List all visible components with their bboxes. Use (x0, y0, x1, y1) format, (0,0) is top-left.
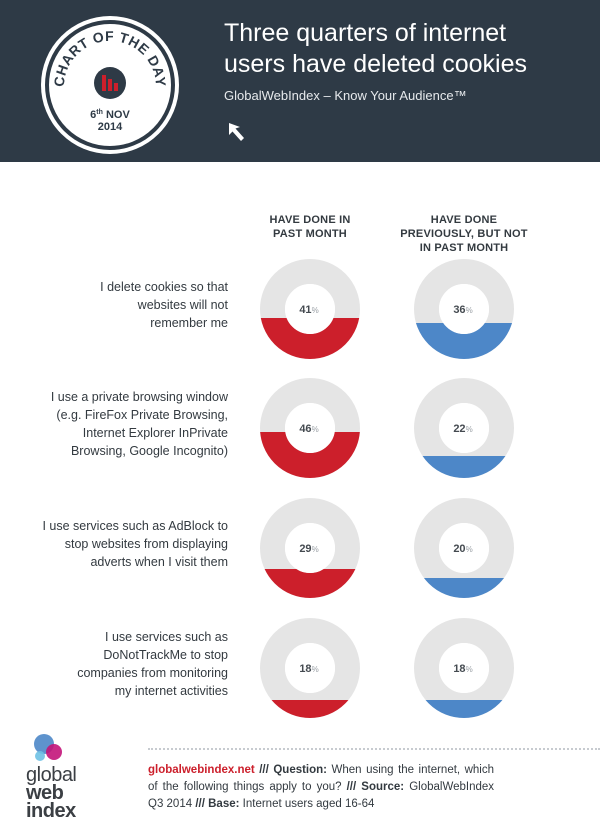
row-label-3: I use services such as AdBlock to stop we… (42, 519, 228, 569)
bar-chart-icon (102, 75, 118, 91)
column-header-1: HAVE DONE IN PAST MONTH (269, 214, 351, 240)
chart-of-the-day-badge: CHART OF THE DAY 6th NOV 2014 (41, 16, 179, 154)
donut-fill (422, 456, 506, 478)
donut-fill (425, 700, 503, 718)
badge-year: 2014 (98, 121, 123, 133)
cursor-arrow-icon (229, 123, 244, 141)
donut-row4-col1: 18% (260, 618, 360, 718)
donut-row1-col1: 41% (260, 259, 360, 359)
row-label-2: I use a private browsing window (e.g. Fir… (50, 390, 228, 458)
donut-fill (271, 700, 349, 718)
donut-fill (260, 432, 360, 478)
logo-word-2: web (26, 782, 64, 804)
donut-row2-col1: 46% (260, 378, 360, 478)
donut-value-label: 36% (453, 304, 472, 316)
donut-value-label: 18% (299, 663, 318, 675)
svg-text:6th NOV: 6th NOV (90, 109, 130, 121)
donut-fill (264, 569, 356, 598)
globalwebindex-logo (34, 734, 62, 761)
header-banner: CHART OF THE DAY 6th NOV 2014 Three quar… (0, 0, 600, 162)
donut-row3-col1: 29% (260, 498, 360, 598)
page-subtitle: GlobalWebIndex – Know Your Audience™ (224, 88, 467, 103)
footer-link[interactable]: globalwebindex.net (148, 764, 255, 776)
logo-word-1: global (26, 764, 77, 786)
row-label-1: I delete cookies so that websites will no… (100, 280, 228, 330)
footer-source: GlobalWebIndex Q3 2014 (148, 781, 495, 810)
donut-fill (416, 323, 512, 359)
donut-value-label: 22% (453, 423, 472, 435)
donut-fill (260, 318, 360, 359)
donut-value-label: 18% (453, 663, 472, 675)
donut-value-label: 41% (299, 304, 318, 316)
donut-row3-col2: 20% (414, 498, 514, 598)
footer-base: Internet users aged 16-64 (242, 798, 375, 810)
donut-fill (424, 578, 504, 598)
row-label-4: I use services such as DoNotTrackMe to st… (77, 630, 228, 698)
donut-row1-col2: 36% (414, 259, 514, 359)
donut-value-label: 20% (453, 543, 472, 555)
donut-value-label: 46% (299, 423, 318, 435)
footer-question: When using the internet, which of the fo… (148, 764, 495, 793)
logo-word-3: index (26, 800, 76, 822)
donut-row2-col2: 22% (414, 378, 514, 478)
donut-value-label: 29% (299, 543, 318, 555)
page-title: Three quarters of internet users have de… (224, 19, 527, 78)
donut-row4-col2: 18% (414, 618, 514, 718)
column-header-2: HAVE DONE PREVIOUSLY, BUT NOT IN PAST MONT… (400, 214, 528, 254)
footer-notes: globalwebindex.net /// Question: When us… (148, 764, 495, 810)
footer-divider (148, 748, 600, 750)
